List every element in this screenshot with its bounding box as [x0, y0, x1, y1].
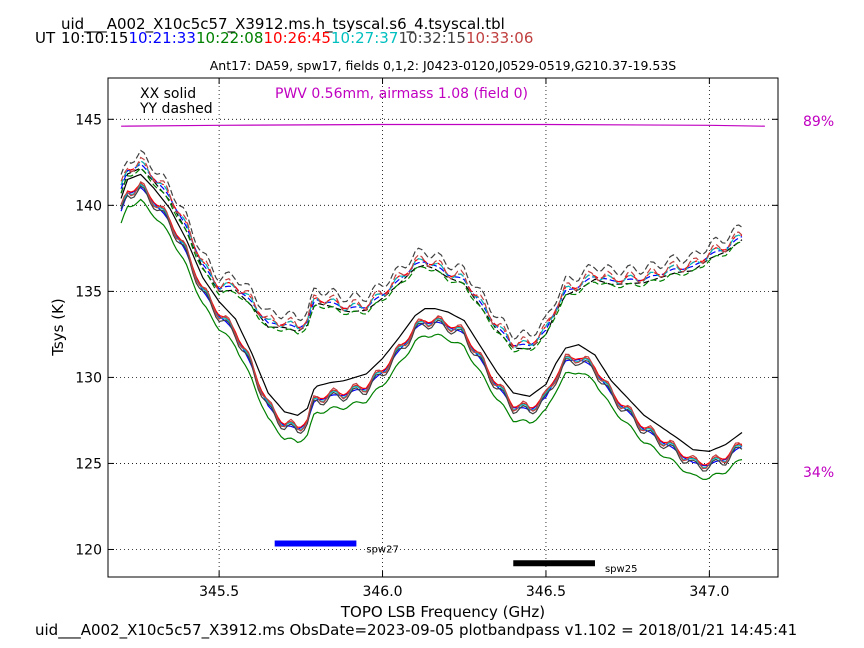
- plot-area: spw27 spw25 345.5 346.0 346.5 347.0 120 125 130 1…: [75, 77, 779, 600]
- series-xx-5: [120, 185, 743, 472]
- y-tick-label-5: 145: [75, 112, 102, 128]
- transmission-bottom-label: 34%: [803, 465, 834, 481]
- x-tick-label-3: 347.0: [689, 584, 729, 600]
- y-tick-label-4: 140: [75, 198, 102, 214]
- ut-times-row: UT 10:10:15 10:21:33 10:22:08 10:26:45 10:27…: [35, 29, 533, 47]
- spw-label-1: spw25: [605, 564, 637, 575]
- series-xx-0: [120, 173, 743, 453]
- y-tick-label-1: 125: [75, 456, 102, 472]
- ut-label: UT: [35, 29, 56, 47]
- x-tick-label-1: 346.0: [362, 584, 402, 600]
- series-yy-2: [120, 167, 743, 353]
- x-tick-label-0: 345.5: [199, 584, 239, 600]
- ut-time-3: 10:26:45: [264, 29, 331, 47]
- pwv-annotation: PWV 0.56mm, airmass 1.08 (field 0): [275, 86, 528, 102]
- ut-time-6: 10:33:06: [466, 29, 533, 47]
- y-tick-label-3: 135: [75, 284, 102, 300]
- chart-title: Ant17: DA59, spw17, fields 0,1,2: J0423-…: [210, 58, 677, 73]
- y-axis-label: Tsys (K): [49, 298, 67, 357]
- y-tick-label-2: 130: [75, 370, 102, 386]
- x-tick-label-2: 346.5: [526, 584, 566, 600]
- series-xx-2: [120, 198, 743, 481]
- y-tick-label-0: 120: [75, 542, 102, 558]
- series-yy-3: [120, 159, 743, 347]
- series-yy-4: [120, 159, 743, 349]
- ut-time-1: 10:21:33: [129, 29, 196, 47]
- x-axis-label: TOPO LSB Frequency (GHz): [340, 603, 545, 621]
- transmission-curve: [121, 123, 765, 127]
- ut-time-0: 10:10:15: [61, 29, 128, 47]
- series-yy-1: [120, 163, 743, 347]
- series-xx-1: [120, 186, 743, 467]
- file-title: uid___A002_X10c5c57_X3912.ms.h_tsyscal.s…: [61, 15, 505, 34]
- footer-text: uid___A002_X10c5c57_X3912.ms ObsDate=202…: [35, 621, 797, 640]
- legend-solid: XX solid: [140, 86, 196, 102]
- series-xx-4: [120, 183, 743, 468]
- legend-dashed: YY dashed: [139, 101, 213, 117]
- ut-time-5: 10:32:15: [399, 29, 466, 47]
- ut-time-2: 10:22:08: [196, 29, 263, 47]
- series-yy-5: [120, 149, 743, 341]
- series-yy-6: [120, 156, 743, 350]
- spw-label-0: spw27: [366, 544, 398, 555]
- series-yy-0: [120, 167, 743, 350]
- series-xx-6: [120, 180, 743, 470]
- series-xx-3: [120, 182, 743, 466]
- ut-time-4: 10:27:37: [331, 29, 398, 47]
- plot-frame: [107, 77, 779, 578]
- transmission-top-label: 89%: [803, 114, 834, 130]
